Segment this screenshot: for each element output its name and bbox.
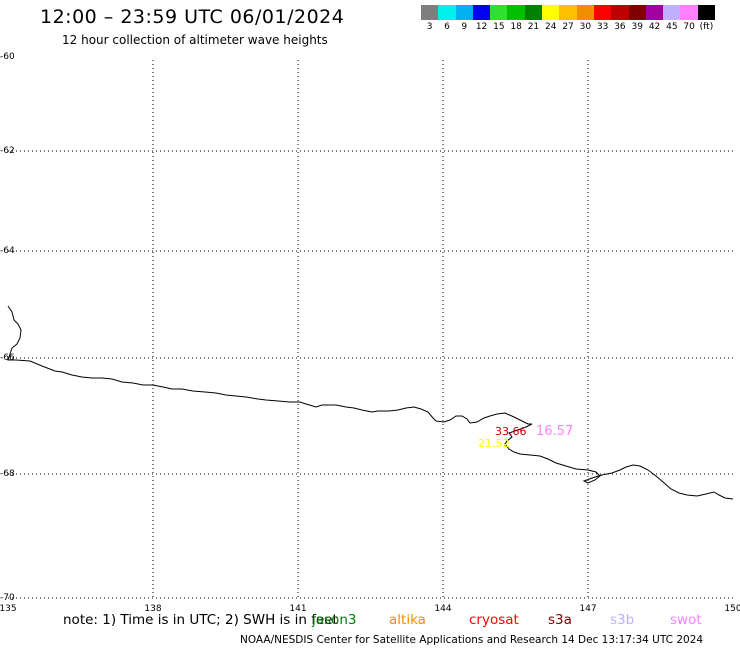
colorbar-swatch <box>593 5 612 20</box>
colorbar-swatch <box>524 5 543 20</box>
colorbar-label: 21 <box>527 22 540 32</box>
satellite-legend-swot: swot <box>670 612 702 628</box>
colorbar-swatch <box>507 5 525 20</box>
lat-label: -70 <box>0 593 15 603</box>
colorbar-swatch <box>680 5 698 20</box>
colorbar-swatch <box>663 5 681 20</box>
colorbar-label: 33 <box>596 22 609 32</box>
satellite-legend-s3a: s3a <box>548 612 572 628</box>
coastline <box>7 305 734 500</box>
colorbar-label: 27 <box>562 22 574 32</box>
colorbar-swatch <box>490 5 508 20</box>
credit-line: NOAA/NESDIS Center for Satellite Applica… <box>240 634 704 646</box>
colorbar-swatch <box>455 5 473 20</box>
map-title: 12:00 – 23:59 UTC 06/01/2024 <box>40 6 345 28</box>
colorbar-label: 36 <box>614 22 626 32</box>
lat-label: -64 <box>0 246 15 256</box>
gridlines <box>8 60 733 600</box>
colorbar-label: 24 <box>545 22 557 32</box>
colorbar-swatch <box>628 5 646 20</box>
lon-label: 138 <box>144 604 162 614</box>
colorbar-label: 9 <box>461 22 468 32</box>
colorbar-label: (ft) <box>699 22 714 32</box>
satellite-legend-s3b: s3b <box>610 612 635 628</box>
lat-label: -68 <box>0 469 15 479</box>
map-subtitle: 12 hour collection of altimeter wave hei… <box>62 33 328 47</box>
colorbar-label: 12 <box>475 22 488 32</box>
lon-label: 141 <box>289 604 307 614</box>
wave-height-value: 33.66 <box>495 425 527 438</box>
wave-height-value: 21.52 <box>478 437 510 450</box>
wave-height-value: 16.57 <box>536 424 574 439</box>
colorbar-swatch <box>472 5 491 20</box>
colorbar-label: 30 <box>579 22 592 32</box>
colorbar-label: 42 <box>648 22 661 32</box>
lat-label: -60 <box>0 52 15 62</box>
colorbar-swatch <box>645 5 664 20</box>
colorbar-labels: 3 6 9 12 15 18 21 24 27 30 33 36 39 42 45 70 (ft) <box>421 22 740 34</box>
lon-label: 144 <box>434 604 452 614</box>
colorbar-label: 70 <box>683 22 695 32</box>
colorbar-swatch <box>611 5 629 20</box>
lon-label: 147 <box>579 604 597 614</box>
footer-note: note: 1) Time is in UTC; 2) SWH is in fe… <box>63 612 338 628</box>
colorbar-swatch <box>559 5 577 20</box>
colorbar-swatch <box>576 5 594 20</box>
lon-label: 150 <box>724 604 740 614</box>
lon-label: 135 <box>0 604 17 614</box>
satellite-legend-cryosat: cryosat <box>469 612 519 628</box>
colorbar-label: 6 <box>444 22 450 32</box>
wave-height-colorbar <box>421 5 716 20</box>
lat-label: -62 <box>0 146 15 156</box>
colorbar-swatch <box>542 5 560 20</box>
colorbar-label: 45 <box>666 22 678 32</box>
colorbar-label: 39 <box>631 22 643 32</box>
colorbar-swatch <box>697 5 716 20</box>
colorbar-label: 15 <box>493 22 505 32</box>
satellite-legend-jason3: jason3 <box>312 612 357 628</box>
colorbar-swatch <box>438 5 456 20</box>
satellite-legend-altika: altika <box>389 612 426 628</box>
lat-label: -66 <box>0 353 15 363</box>
colorbar-label: 3 <box>426 22 433 32</box>
colorbar-label: 18 <box>510 22 522 32</box>
colorbar-swatch <box>421 5 439 20</box>
